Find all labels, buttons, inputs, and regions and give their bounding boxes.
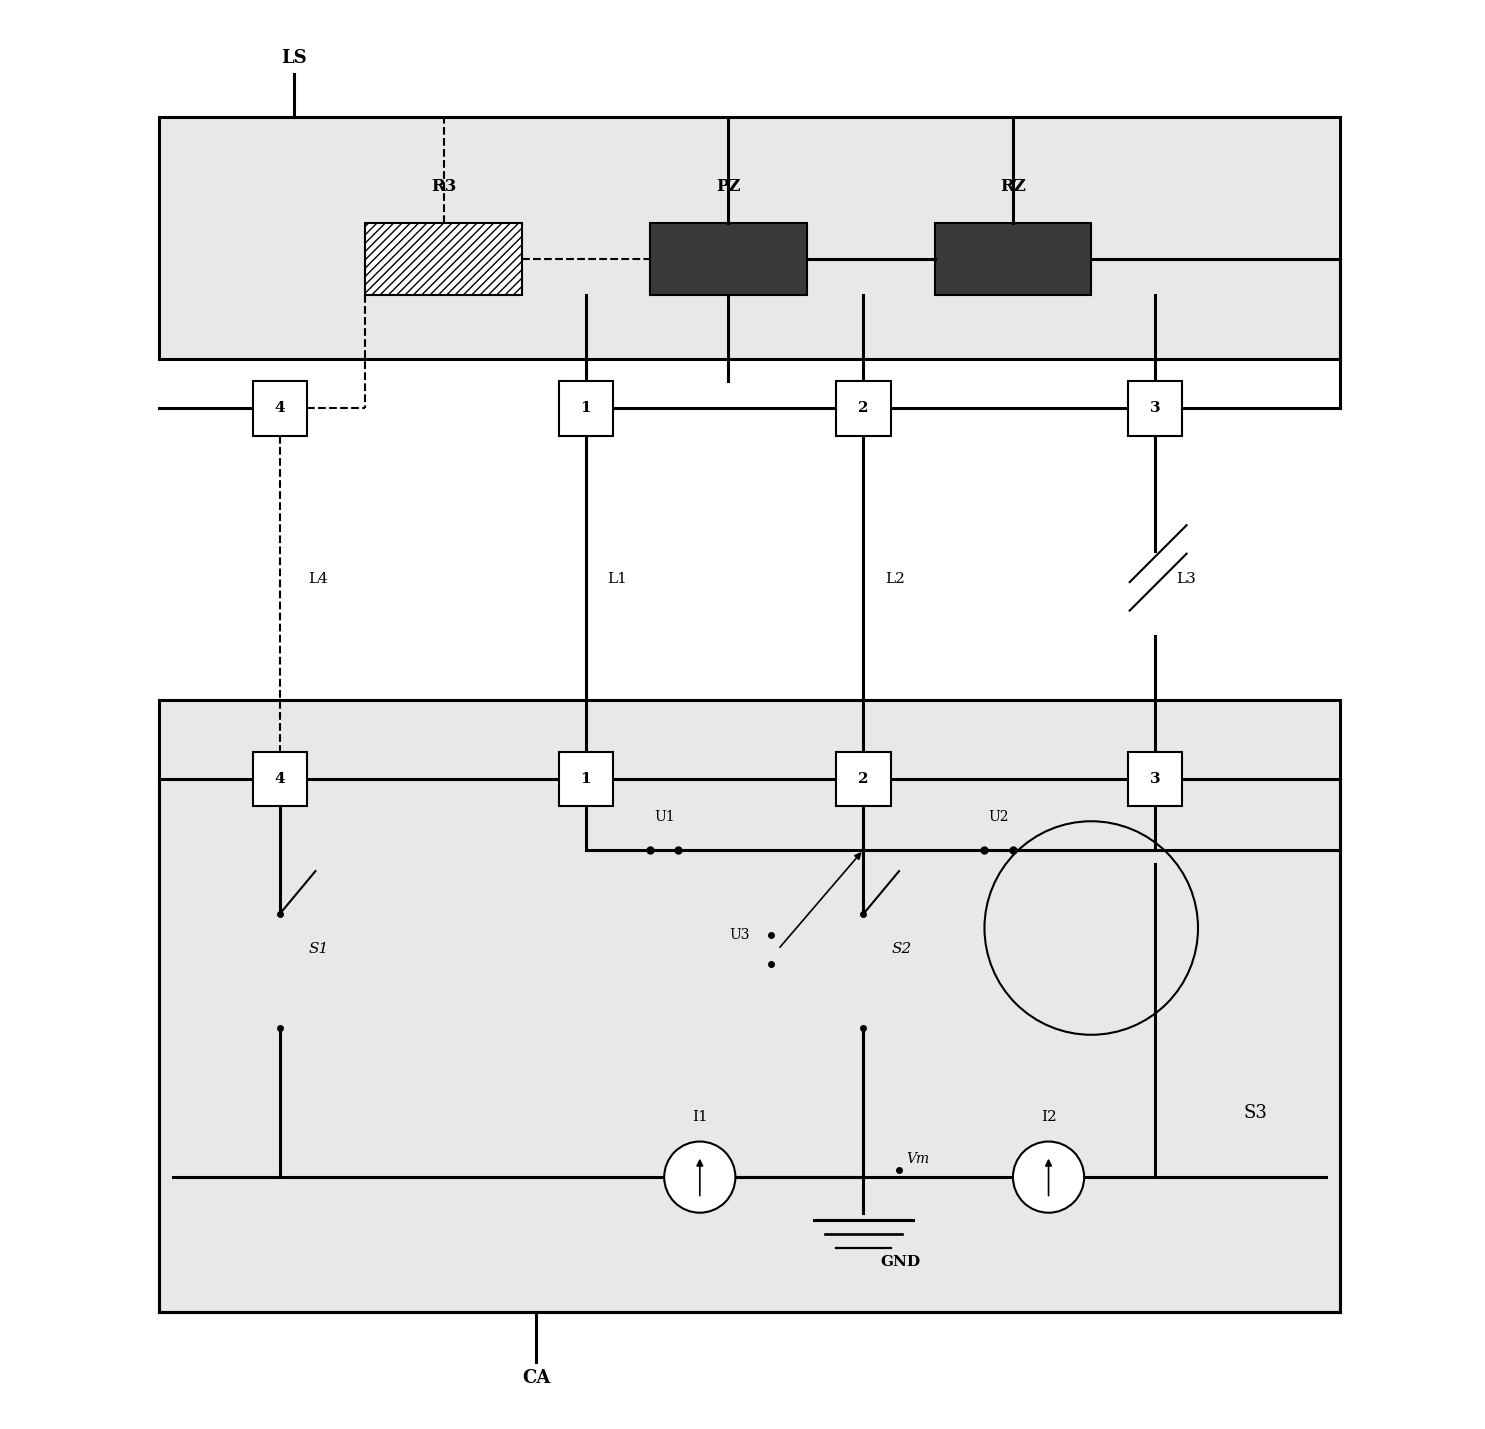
Bar	[558, 752, 613, 806]
Text: 2: 2	[858, 772, 869, 786]
Bar	[836, 752, 891, 806]
Text: Vm: Vm	[906, 1152, 930, 1166]
Text: 4: 4	[275, 402, 285, 416]
Bar	[252, 382, 307, 436]
Bar	[252, 752, 307, 806]
Text: I2: I2	[1041, 1110, 1056, 1125]
Text: U3: U3	[729, 927, 750, 942]
Text: R3: R3	[431, 179, 456, 194]
Text: U1: U1	[653, 810, 674, 825]
Text: L1: L1	[607, 572, 627, 586]
Text: 1: 1	[581, 772, 591, 786]
Text: 4: 4	[275, 772, 285, 786]
Text: LS: LS	[281, 49, 307, 67]
Bar	[365, 223, 521, 294]
Text: CA: CA	[521, 1369, 551, 1388]
Bar	[836, 382, 891, 436]
Bar	[159, 117, 1341, 359]
Text: I1: I1	[692, 1110, 708, 1125]
Bar	[558, 382, 613, 436]
Text: GND: GND	[881, 1256, 921, 1269]
Text: S2: S2	[892, 942, 912, 956]
Bar	[934, 223, 1091, 294]
Bar	[1129, 382, 1182, 436]
Circle shape	[1013, 1142, 1084, 1213]
Bar	[650, 223, 806, 294]
Text: 3: 3	[1149, 402, 1161, 416]
Text: L4: L4	[309, 572, 328, 586]
Text: L3: L3	[1176, 572, 1197, 586]
Text: S3: S3	[1243, 1105, 1267, 1122]
Circle shape	[664, 1142, 735, 1213]
Bar	[159, 700, 1341, 1312]
Text: L2: L2	[885, 572, 904, 586]
Text: 3: 3	[1149, 772, 1161, 786]
Text: S1: S1	[309, 942, 328, 956]
Bar	[1129, 752, 1182, 806]
Text: RZ: RZ	[999, 179, 1026, 194]
Text: 1: 1	[581, 402, 591, 416]
Text: 2: 2	[858, 402, 869, 416]
Text: U2: U2	[989, 810, 1008, 825]
Text: PZ: PZ	[716, 179, 741, 194]
